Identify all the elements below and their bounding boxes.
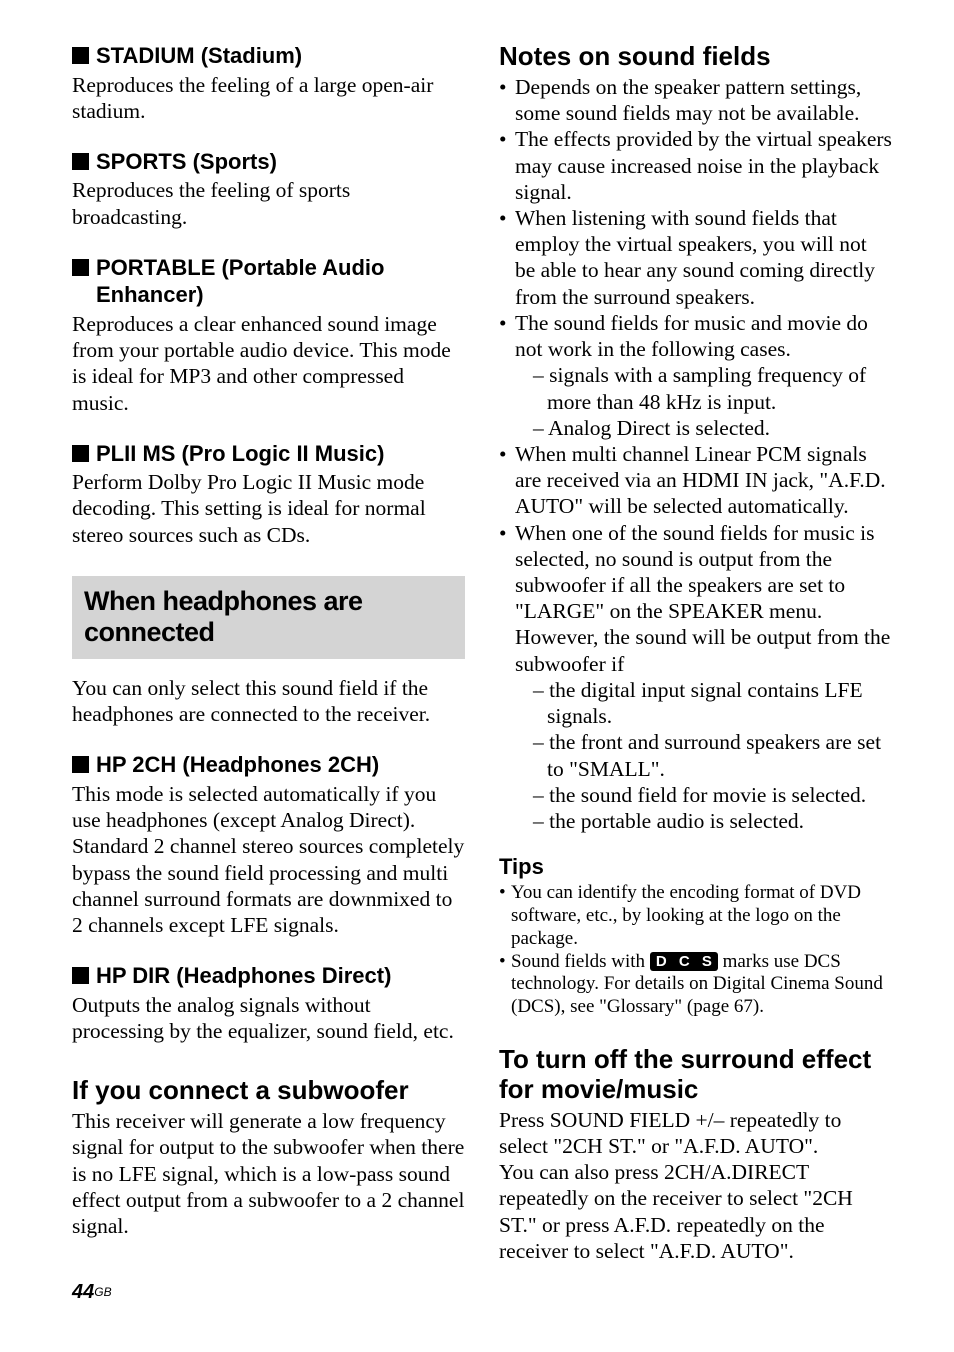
page-footer: 44GB [72,1281,112,1304]
list-item: When listening with sound fields that em… [499,205,892,310]
heading-notes: Notes on sound fields [499,42,892,72]
heading-tips: Tips [499,854,892,880]
list-item: The sound fields for music and movie do … [499,310,892,441]
page-region: GB [94,1285,111,1299]
callout-title: When headphones are connected [84,586,453,648]
body-sports: Reproduces the feeling of sports broadca… [72,177,465,229]
heading-text: HP 2CH (Headphones 2CH) [96,751,379,779]
square-bullet-icon [72,967,89,984]
heading-sports: SPORTS (Sports) [72,148,465,176]
heading-text: HP DIR (Headphones Direct) [96,962,391,990]
square-bullet-icon [72,756,89,773]
sub-item: – the front and surround speakers are se… [515,729,892,781]
body-plii: Perform Dolby Pro Logic II Music mode de… [72,469,465,548]
list-item: You can identify the encoding format of … [499,882,892,950]
heading-plii: PLII MS (Pro Logic II Music) [72,440,465,468]
heading-hpdir: HP DIR (Headphones Direct) [72,962,465,990]
callout-headphones: When headphones are connected [72,576,465,659]
body-stadium: Reproduces the feeling of a large open-a… [72,72,465,124]
body-portable: Reproduces a clear enhanced sound image … [72,311,465,416]
heading-text: STADIUM (Stadium) [96,42,302,70]
heading-text: SPORTS (Sports) [96,148,277,176]
page-number: 44 [72,1281,94,1303]
notes-list: Depends on the speaker pattern settings,… [499,74,892,834]
list-item: Depends on the speaker pattern settings,… [499,74,892,126]
heading-hp2ch: HP 2CH (Headphones 2CH) [72,751,465,779]
sub-item: – Analog Direct is selected. [515,415,892,441]
list-item-text: When one of the sound fields for music i… [515,521,890,676]
square-bullet-icon [72,153,89,170]
list-item: When one of the sound fields for music i… [499,520,892,835]
list-item: Sound fields with D C S marks use DCS te… [499,951,892,1019]
left-column: STADIUM (Stadium) Reproduces the feeling… [72,38,465,1264]
square-bullet-icon [72,259,89,276]
square-bullet-icon [72,445,89,462]
sub-item: – the portable audio is selected. [515,808,892,834]
sub-item: – the digital input signal contains LFE … [515,677,892,729]
right-column: Notes on sound fields Depends on the spe… [499,38,892,1264]
dcs-badge-icon: D C S [650,952,718,971]
list-item: When multi channel Linear PCM signals ar… [499,441,892,520]
body-turnoff: Press SOUND FIELD +/– repeatedly to sele… [499,1107,892,1264]
heading-text: PORTABLE (Portable Audio Enhancer) [96,254,465,309]
heading-subwoofer: If you connect a subwoofer [72,1076,465,1106]
tips-list: You can identify the encoding format of … [499,882,892,1019]
square-bullet-icon [72,47,89,64]
heading-text: PLII MS (Pro Logic II Music) [96,440,384,468]
heading-portable: PORTABLE (Portable Audio Enhancer) [72,254,465,309]
list-item-text: The sound fields for music and movie do … [515,311,868,361]
body-hp2ch: This mode is selected automatically if y… [72,781,465,938]
heading-stadium: STADIUM (Stadium) [72,42,465,70]
sub-item: – the sound field for movie is selected. [515,782,892,808]
tip-text-a: Sound fields with [511,951,650,972]
sub-item: – signals with a sampling frequency of m… [515,362,892,414]
body-subwoofer: This receiver will generate a low freque… [72,1108,465,1239]
content-columns: STADIUM (Stadium) Reproduces the feeling… [72,38,892,1264]
body-hpdir: Outputs the analog signals without proce… [72,992,465,1044]
heading-turnoff: To turn off the surround effect for movi… [499,1045,892,1105]
callout-body: You can only select this sound field if … [72,675,465,727]
list-item: The effects provided by the virtual spea… [499,126,892,205]
